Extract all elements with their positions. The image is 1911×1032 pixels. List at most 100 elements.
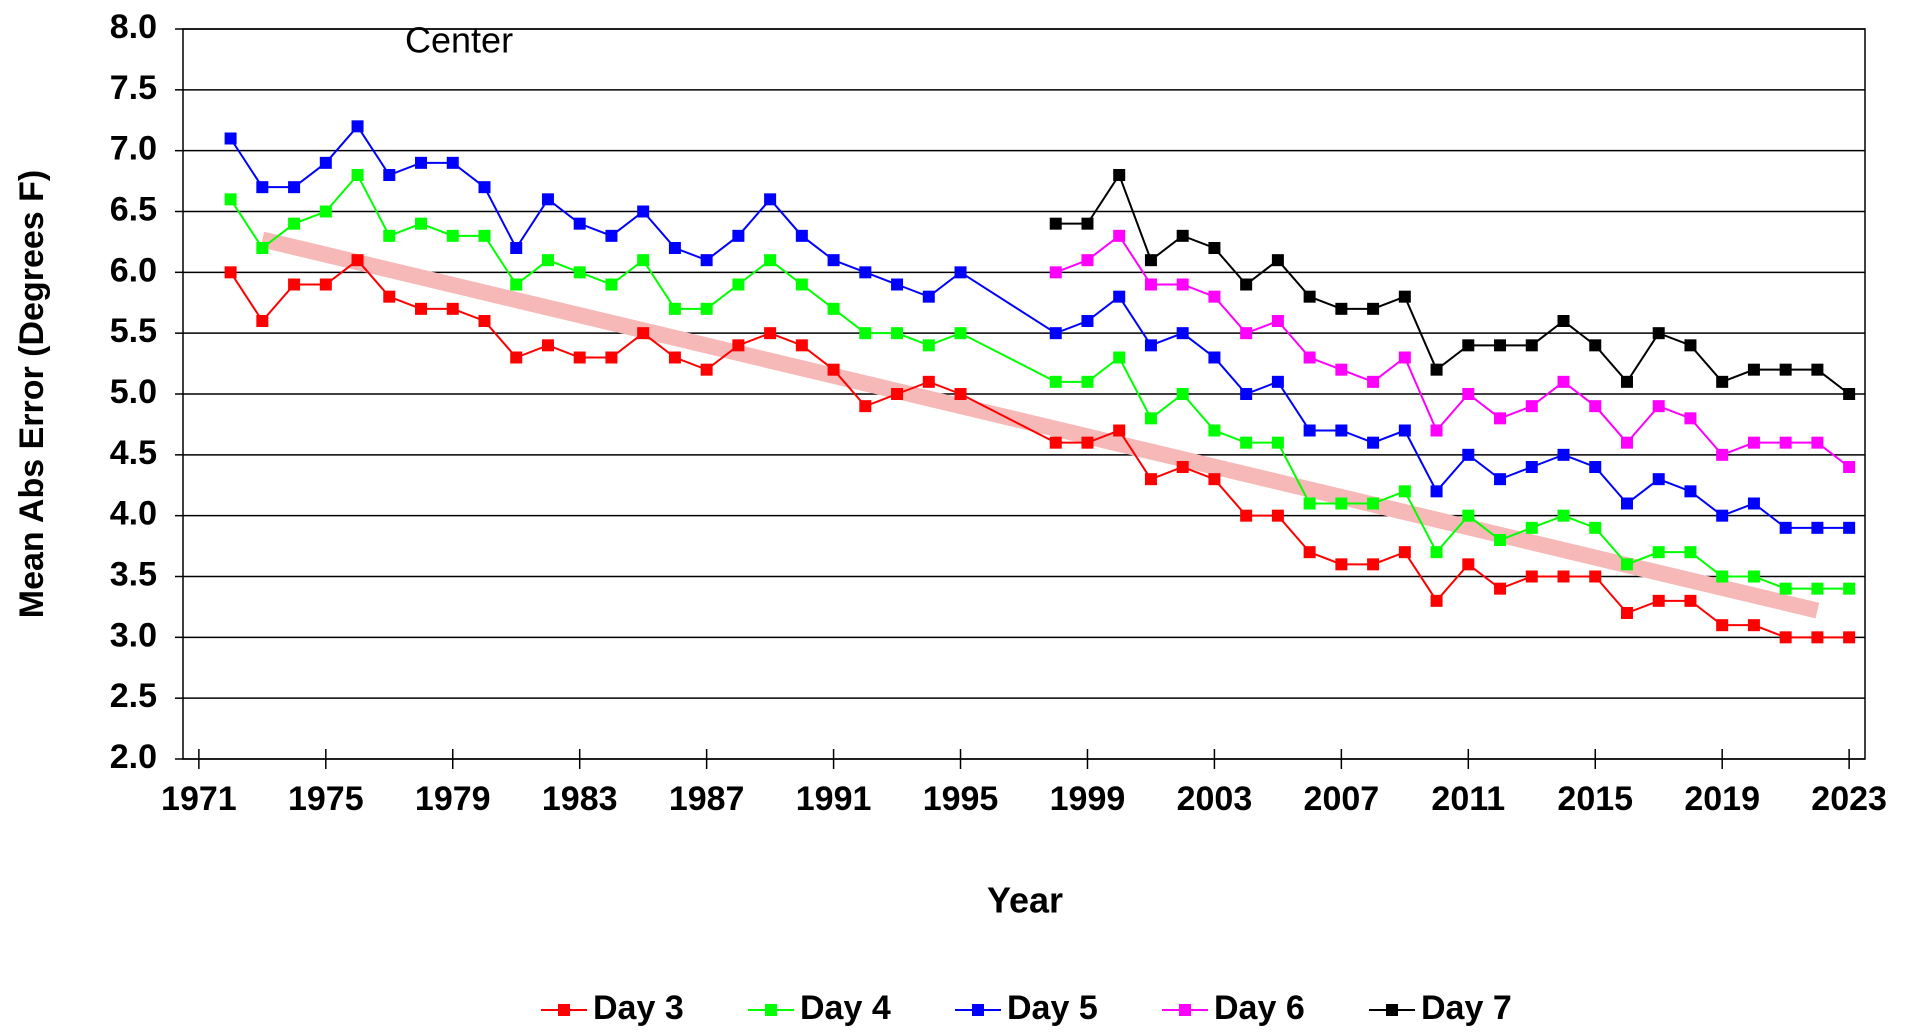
point <box>415 156 428 169</box>
point <box>256 181 269 194</box>
point <box>288 181 301 194</box>
x-tick-label: 1979 <box>415 780 491 818</box>
point <box>319 205 332 218</box>
point <box>1398 290 1411 303</box>
point <box>732 278 745 291</box>
point <box>1081 217 1094 230</box>
point <box>510 242 523 254</box>
point <box>764 254 777 267</box>
point <box>1303 290 1316 303</box>
point <box>446 229 459 242</box>
point <box>1779 436 1792 449</box>
point <box>1367 375 1380 388</box>
point <box>1240 388 1253 400</box>
y-tick-label: 3.5 <box>110 555 157 593</box>
point <box>700 254 713 267</box>
point <box>415 217 428 230</box>
point <box>1684 546 1697 559</box>
point <box>224 266 237 279</box>
point <box>224 193 237 206</box>
point <box>1747 570 1760 583</box>
point <box>1049 375 1062 388</box>
point <box>795 229 808 242</box>
point <box>954 388 967 400</box>
point <box>859 266 872 279</box>
point <box>954 327 967 340</box>
point <box>1557 448 1570 461</box>
point <box>446 156 459 169</box>
point <box>1462 558 1475 571</box>
point <box>1144 339 1157 352</box>
point <box>1430 424 1443 437</box>
point <box>1716 619 1729 632</box>
point <box>827 302 840 315</box>
point <box>827 363 840 376</box>
point <box>1494 412 1507 425</box>
point <box>1525 570 1538 583</box>
point <box>1589 521 1602 534</box>
point <box>1271 315 1284 327</box>
point <box>891 327 904 340</box>
point <box>1747 497 1760 510</box>
point <box>1843 461 1856 473</box>
point <box>1843 631 1856 644</box>
y-tick-label: 4.5 <box>110 434 157 472</box>
point <box>1335 363 1348 376</box>
y-tick-label: 8.0 <box>110 8 157 46</box>
point <box>1557 509 1570 522</box>
point <box>1716 570 1729 583</box>
point <box>1144 412 1157 425</box>
point <box>351 169 364 181</box>
point <box>1081 315 1094 327</box>
x-axis-label: Year <box>987 880 1063 921</box>
point <box>1240 327 1253 340</box>
x-tick-label: 2007 <box>1304 780 1380 818</box>
point <box>1113 351 1126 364</box>
point <box>415 302 428 315</box>
point <box>1779 582 1792 595</box>
point <box>668 242 681 254</box>
point <box>383 229 396 242</box>
point <box>1716 448 1729 461</box>
point <box>1367 436 1380 449</box>
point <box>1176 278 1189 291</box>
point <box>1747 363 1760 376</box>
point <box>700 363 713 376</box>
point <box>1747 619 1760 632</box>
point <box>1494 534 1507 546</box>
point <box>383 169 396 181</box>
point <box>1811 631 1824 644</box>
point <box>954 266 967 279</box>
point <box>1303 546 1316 559</box>
point <box>1208 351 1221 364</box>
point <box>573 266 586 279</box>
x-tick-label: 2019 <box>1684 780 1760 818</box>
y-tick-label: 5.0 <box>110 373 157 411</box>
point <box>1779 363 1792 376</box>
point <box>1494 582 1507 595</box>
point <box>1240 509 1253 522</box>
point <box>1811 521 1824 534</box>
point <box>1113 290 1126 303</box>
point <box>1081 254 1094 267</box>
point <box>1652 594 1665 607</box>
series-line <box>229 124 1850 529</box>
point <box>1462 509 1475 522</box>
point <box>1620 375 1633 388</box>
x-tick-label: 2015 <box>1557 780 1633 818</box>
trend-line <box>260 231 1820 619</box>
point <box>922 339 935 352</box>
point <box>605 351 618 364</box>
x-tick-label: 2003 <box>1177 780 1253 818</box>
point <box>1811 436 1824 449</box>
series-line <box>229 258 1850 639</box>
point <box>541 254 554 267</box>
series-line <box>229 173 1850 590</box>
point <box>668 351 681 364</box>
point <box>288 217 301 230</box>
point <box>1271 254 1284 267</box>
point <box>605 229 618 242</box>
y-axis-label: Mean Abs Error (Degrees F) <box>13 170 51 618</box>
point <box>1208 290 1221 303</box>
